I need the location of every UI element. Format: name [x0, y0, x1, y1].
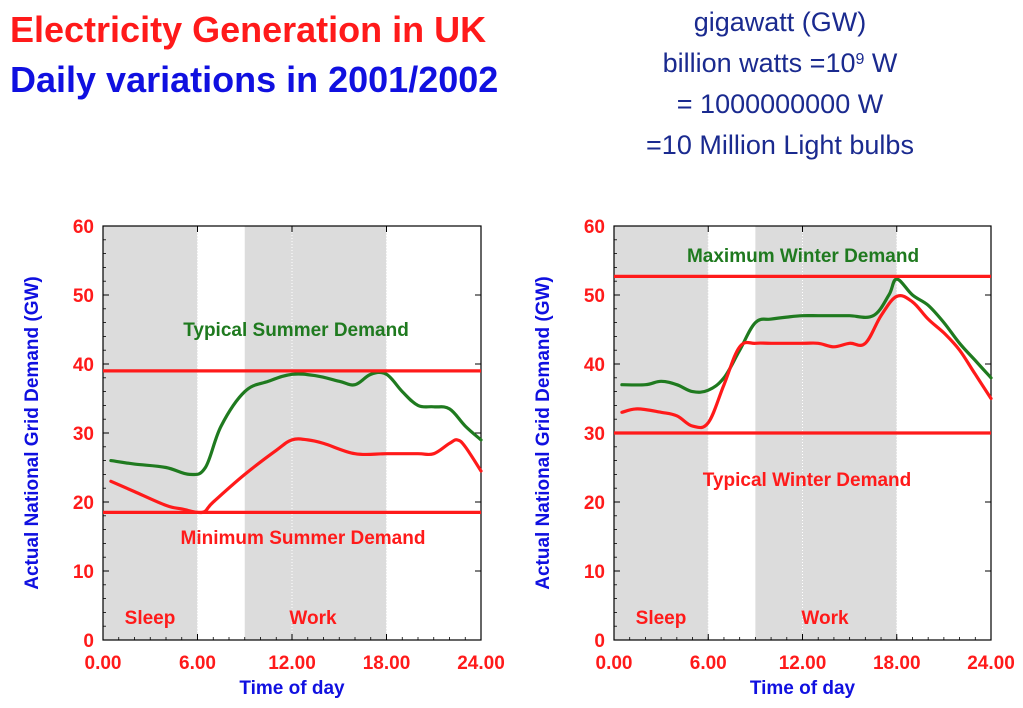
y-tick-label: 50: [73, 286, 94, 307]
y-tick-label: 40: [584, 355, 605, 376]
x-tick-label: 6.00: [179, 653, 216, 674]
y-tick-label: 60: [73, 217, 94, 238]
chart-1: 0 10 20 30 40 50 60 0.00 6.00 12.00 18.00 24.00 Time…: [22, 217, 505, 699]
unit-note-line-3: = 1000000000 W: [676, 89, 884, 119]
y-tick-label: 20: [73, 493, 94, 514]
unit-note-prefix: billion watts =10: [662, 48, 856, 78]
y-tick-label: 10: [584, 562, 605, 583]
unit-note-suffix: W: [864, 48, 898, 78]
x-axis-label: Time of day: [239, 678, 345, 699]
title-line-1: Electricity Generation in UK: [10, 9, 487, 50]
x-tick-label: 18.00: [873, 653, 921, 674]
y-tick-label: 10: [73, 562, 94, 583]
y-tick-label: 50: [584, 286, 605, 307]
unit-note-exponent: 9: [855, 51, 865, 68]
series-line-red: [109, 437, 483, 515]
region-label-sleep: Sleep: [636, 608, 687, 629]
title-line-2: Daily variations in 2001/2002: [10, 59, 499, 100]
series-line-green: [109, 370, 483, 477]
region-label-sleep: Sleep: [125, 608, 176, 629]
y-tick-label: 0: [83, 631, 94, 652]
series-line-green: [620, 277, 993, 394]
region-label-work: Work: [289, 608, 337, 629]
shaded-region-work: [244, 226, 387, 640]
y-tick-label: 20: [584, 493, 605, 514]
y-axis-label: Actual National Grid Demand (GW): [22, 276, 43, 590]
y-tick-label: 60: [584, 217, 605, 238]
x-tick-label: 6.00: [690, 653, 727, 674]
y-tick-label: 30: [584, 424, 605, 445]
x-axis-label: Time of day: [750, 678, 856, 699]
y-tick-label: 30: [73, 424, 94, 445]
y-tick-label: 40: [73, 355, 94, 376]
unit-note-line-2: billion watts =109 W: [570, 43, 990, 84]
x-tick-label: 0.00: [596, 653, 633, 674]
x-tick-label: 24.00: [967, 653, 1015, 674]
unit-note-line-4: =10 Million Light bulbs: [646, 130, 914, 160]
x-tick-label: 18.00: [363, 653, 411, 674]
shaded-region-sleep: [103, 226, 198, 640]
reference-line-label: Typical Summer Demand: [183, 320, 409, 341]
chart-2: 0 10 20 30 40 50 60 0.00 6.00 12.00 18.00 24.00 Time…: [533, 217, 1015, 699]
y-axis-label: Actual National Grid Demand (GW): [533, 276, 554, 590]
reference-line-label: Minimum Summer Demand: [181, 528, 426, 549]
reference-line-label: Maximum Winter Demand: [687, 246, 919, 267]
region-label-work: Work: [801, 608, 849, 629]
series-line-red: [620, 294, 993, 430]
y-tick-label: 0: [594, 631, 605, 652]
x-tick-label: 24.00: [457, 653, 505, 674]
x-tick-label: 0.00: [85, 653, 122, 674]
reference-line-label: Typical Winter Demand: [703, 470, 912, 491]
x-tick-label: 12.00: [268, 653, 316, 674]
x-tick-label: 12.00: [779, 653, 827, 674]
unit-note-line-1: gigawatt (GW): [693, 7, 867, 37]
